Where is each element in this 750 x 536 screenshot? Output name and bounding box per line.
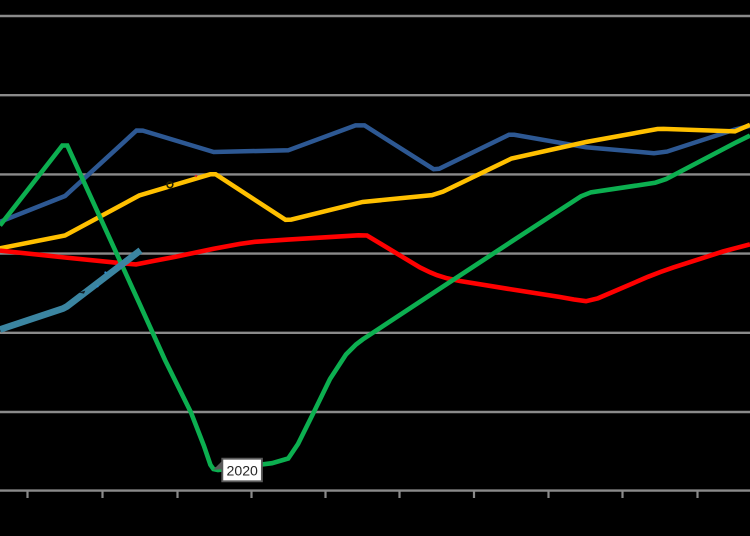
svg-text:2020: 2020 bbox=[227, 463, 259, 479]
